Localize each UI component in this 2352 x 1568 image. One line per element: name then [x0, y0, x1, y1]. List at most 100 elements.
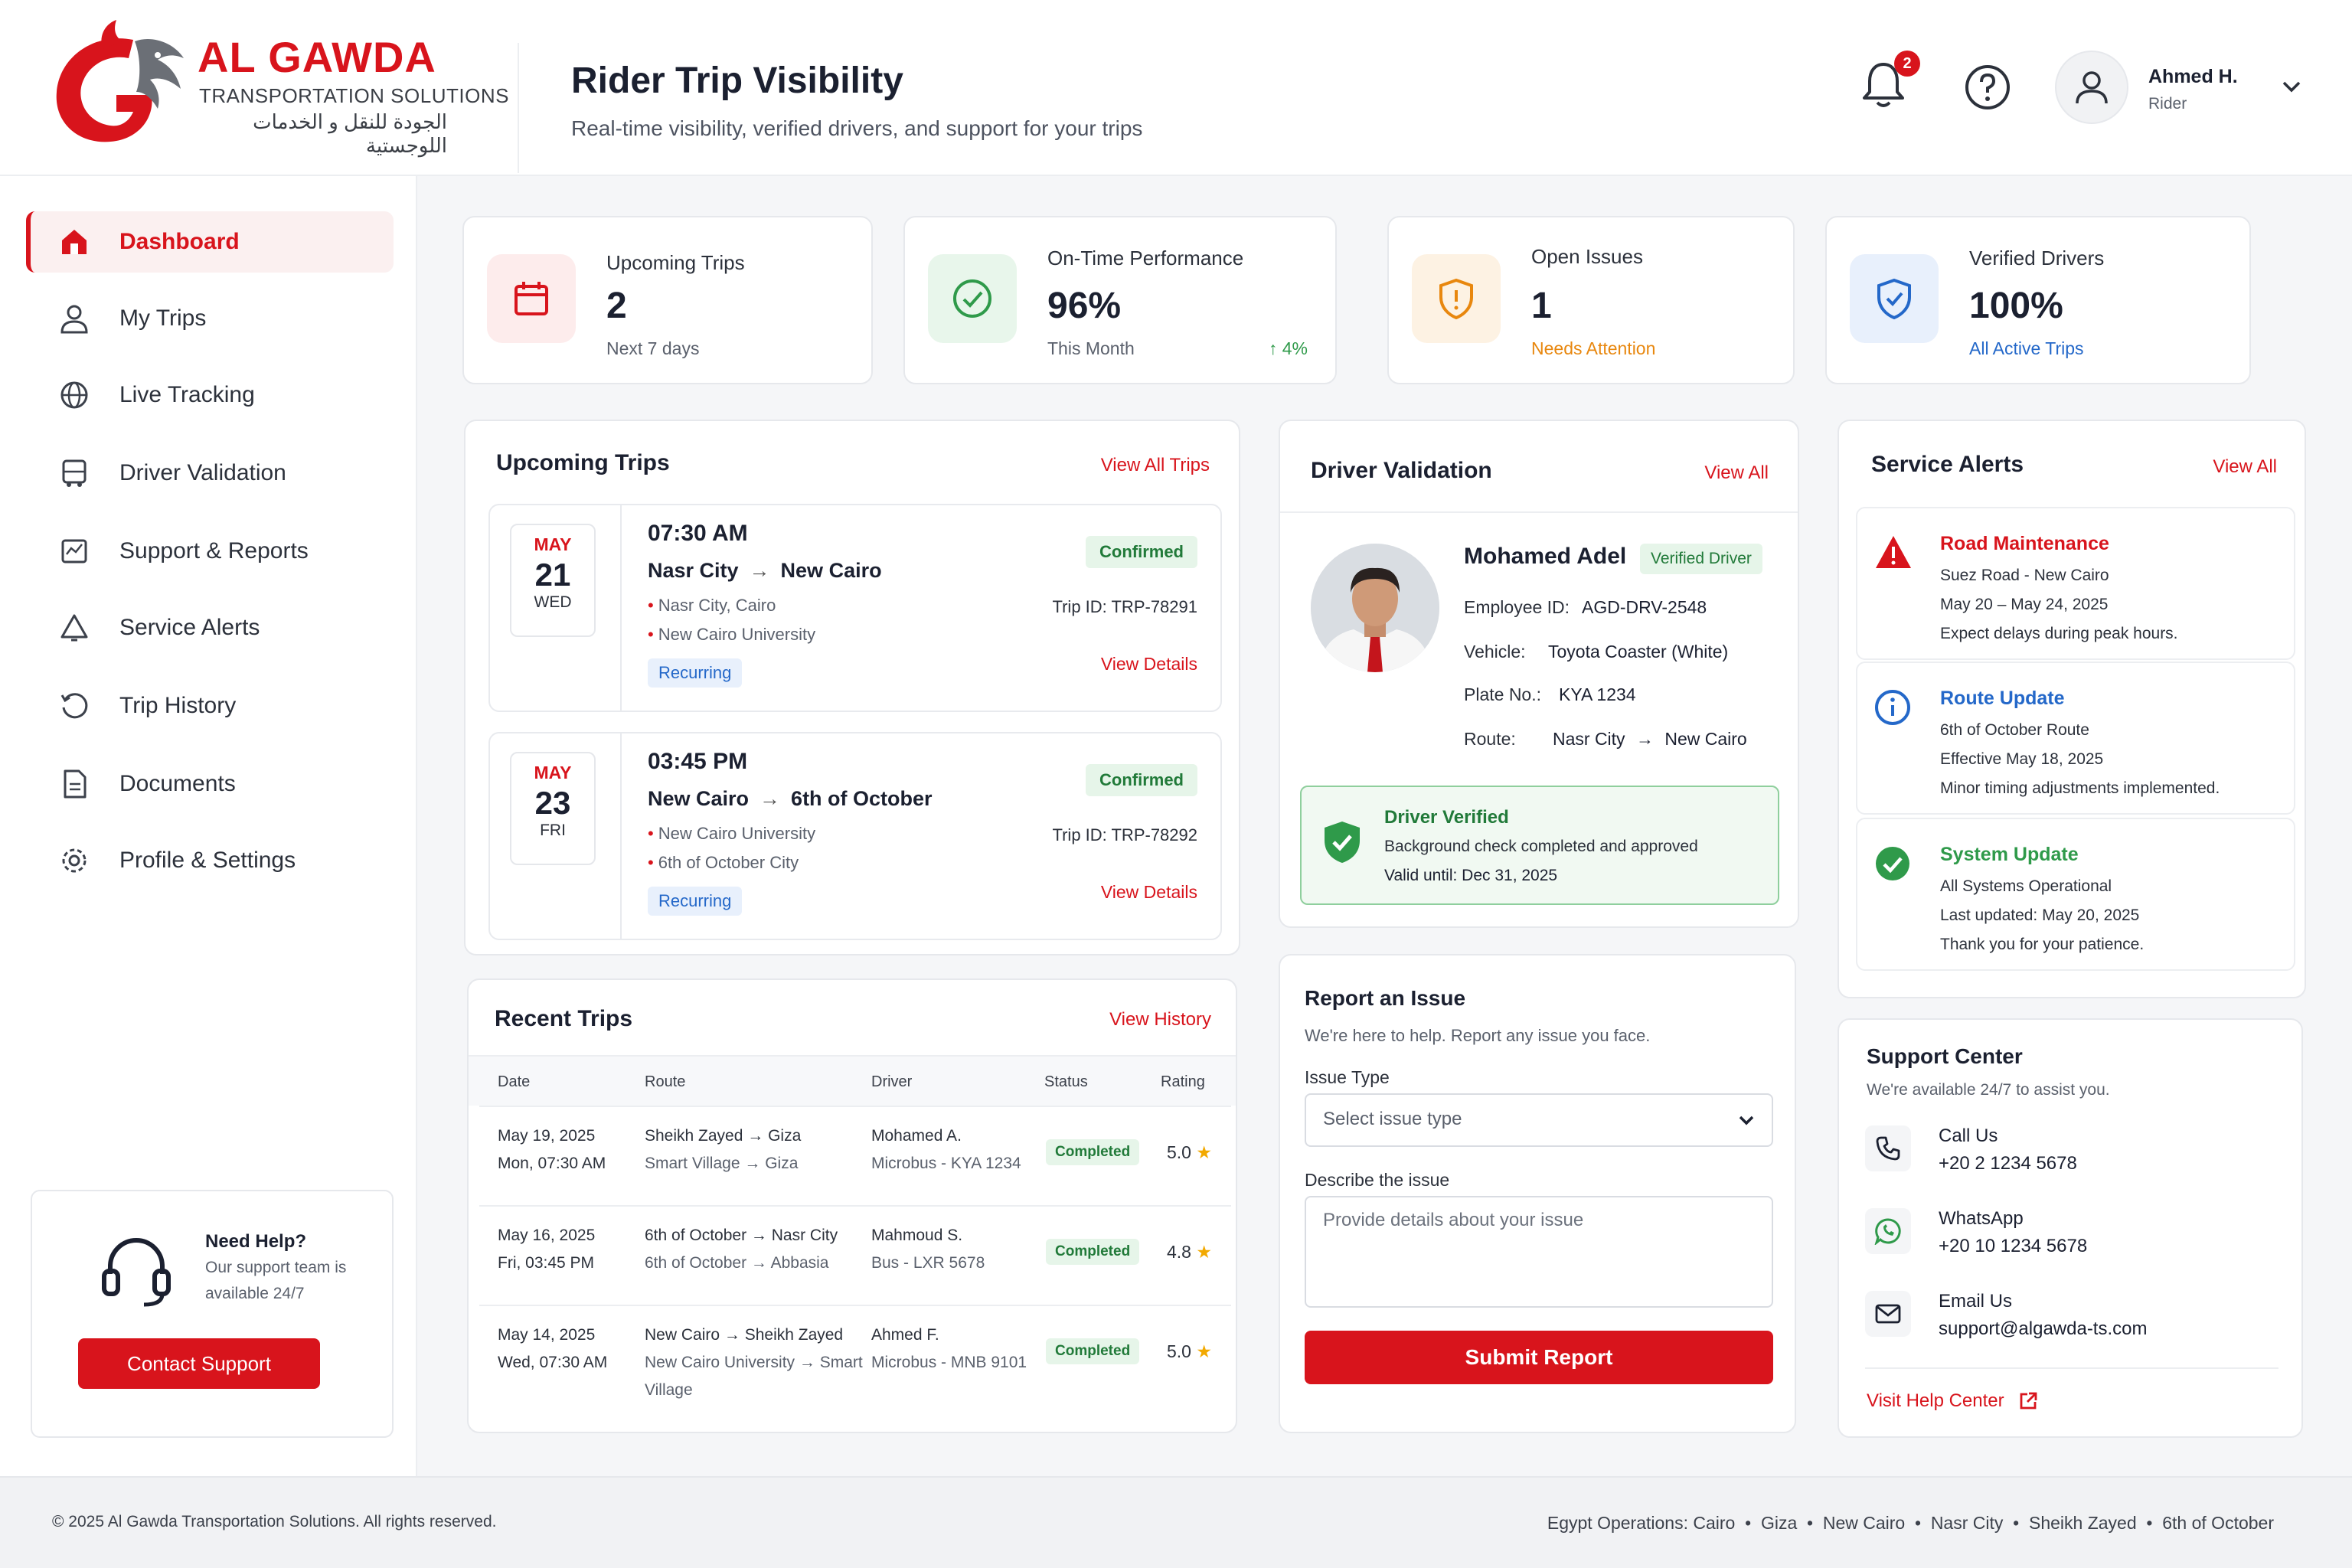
- stat-card-on-time: On-Time Performance 96% This Month ↑ 4%: [903, 216, 1337, 384]
- rating: 4.8 ★: [1167, 1242, 1212, 1262]
- route-line: 6th of October → Nasr City: [645, 1227, 838, 1244]
- trip-card[interactable]: MAY 23 FRI 03:45 PM New Cairo → 6th of Oct…: [488, 732, 1222, 940]
- help-title: Need Help?: [205, 1231, 307, 1252]
- sidebar-item-dashboard[interactable]: Dashboard: [26, 211, 394, 273]
- stat-note-link[interactable]: All Active Trips: [1969, 338, 2084, 358]
- shield-alert-icon: [1412, 254, 1501, 343]
- view-details-link[interactable]: View Details: [1100, 654, 1197, 674]
- help-icon: [1965, 64, 2011, 110]
- whatsapp-number: +20 10 1234 5678: [1939, 1236, 2088, 1256]
- page-subtitle: Real-time visibility, verified drivers, …: [571, 116, 1143, 140]
- sidebar-item-trip-history[interactable]: Trip History: [26, 675, 394, 737]
- trip-time: 07:30 AM: [648, 521, 748, 546]
- gear-icon: [55, 841, 93, 880]
- stat-card-open-issues: Open Issues 1 Needs Attention: [1387, 216, 1795, 384]
- status-badge: Completed: [1046, 1239, 1140, 1265]
- trip-date: May 19, 2025: [498, 1127, 596, 1145]
- divider: [620, 733, 622, 939]
- card-title: Upcoming Trips: [496, 450, 670, 475]
- brand-logo[interactable]: [43, 18, 188, 149]
- sidebar-item-driver-validation[interactable]: Driver Validation: [26, 443, 394, 504]
- driver-validation-card: Driver Validation View All Mohamed Adel …: [1279, 420, 1799, 928]
- sidebar-item-label: Service Alerts: [119, 615, 260, 640]
- alert-line: Thank you for your patience.: [1940, 936, 2145, 953]
- recurring-badge: Recurring: [648, 887, 743, 916]
- stat-note-warning[interactable]: Needs Attention: [1531, 338, 1656, 358]
- alert-item[interactable]: System Update All Systems Operational La…: [1856, 818, 2295, 971]
- route-cell: 6th of October → Nasr City 6th of October…: [645, 1222, 838, 1277]
- view-all-trips-link[interactable]: View All Trips: [1100, 455, 1210, 475]
- alert-item[interactable]: Road Maintenance Suez Road - New Cairo M…: [1856, 507, 2295, 660]
- view-details-link[interactable]: View Details: [1100, 882, 1197, 902]
- driver-name: Mahmoud S.: [871, 1227, 963, 1244]
- support-subtitle: We're available 24/7 to assist you.: [1867, 1081, 2110, 1099]
- trip-weekday: WED: [534, 593, 572, 611]
- sidebar-item-label: My Trips: [119, 305, 207, 331]
- chevron-down-icon: [1738, 1115, 1755, 1127]
- plate-label: Plate No.:: [1464, 684, 1541, 704]
- table-row[interactable]: May 16, 2025 Fri, 03:45 PM 6th of October…: [479, 1205, 1231, 1303]
- issue-type-select[interactable]: Select issue type: [1305, 1093, 1773, 1147]
- stat-card-upcoming-trips: Upcoming Trips 2 Next 7 days: [462, 216, 873, 384]
- sidebar-item-documents[interactable]: Documents: [26, 753, 394, 815]
- trip-card[interactable]: MAY 21 WED 07:30 AM Nasr City → New Cairo …: [488, 504, 1222, 712]
- trip-id: Trip ID: TRP-78292: [1052, 825, 1197, 844]
- vehicle-label: Vehicle:: [1464, 642, 1526, 662]
- trip-date: May 16, 2025: [498, 1227, 596, 1244]
- page-title: Rider Trip Visibility: [571, 60, 903, 101]
- headset-icon: [98, 1233, 175, 1309]
- submit-report-button[interactable]: Submit Report: [1305, 1331, 1773, 1384]
- bell-icon: [1860, 60, 1914, 110]
- issue-description-field[interactable]: Provide details about your issue: [1305, 1196, 1773, 1308]
- warning-icon: [1874, 534, 1913, 570]
- help-button[interactable]: [1965, 64, 2011, 110]
- sidebar-item-my-trips[interactable]: My Trips: [26, 288, 394, 349]
- trip-date: May 14, 2025: [498, 1326, 596, 1344]
- bus-icon: [55, 454, 93, 492]
- table-row[interactable]: May 14, 2025 Wed, 07:30 AM New Cairo → Sh…: [479, 1305, 1231, 1419]
- sidebar-item-support-reports[interactable]: Support & Reports: [26, 521, 394, 582]
- user-name: Ahmed H.: [2148, 66, 2238, 87]
- notifications-button[interactable]: 2: [1860, 51, 1920, 113]
- trip-time: Mon, 07:30 AM: [498, 1155, 606, 1172]
- trip-id: Trip ID: TRP-78291: [1052, 597, 1197, 616]
- description-label: Describe the issue: [1305, 1170, 1450, 1190]
- mail-icon: [1865, 1291, 1911, 1337]
- external-link-icon: [2018, 1391, 2038, 1411]
- alert-line: All Systems Operational: [1940, 877, 2112, 895]
- visit-help-center-link[interactable]: Visit Help Center: [1867, 1390, 2038, 1412]
- history-icon: [55, 687, 93, 725]
- contact-support-button[interactable]: Contact Support: [78, 1338, 320, 1389]
- employee-id-label: Employee ID:: [1464, 597, 1570, 617]
- trip-from: Nasr City: [648, 559, 739, 582]
- divider: [1865, 1367, 2278, 1369]
- vehicle: Bus - LXR 5678: [871, 1254, 985, 1272]
- view-all-drivers-link[interactable]: View All: [1704, 462, 1769, 483]
- report-issue-card: Report an Issue We're here to help. Repo…: [1279, 954, 1796, 1433]
- driver-name: Mohamed Adel: [1464, 544, 1627, 569]
- sidebar-item-live-tracking[interactable]: Live Tracking: [26, 364, 394, 426]
- alert-title: Road Maintenance: [1940, 533, 2109, 554]
- header-divider: [518, 43, 519, 173]
- sidebar-item-service-alerts[interactable]: Service Alerts: [26, 597, 394, 658]
- sidebar-item-profile-settings[interactable]: Profile & Settings: [26, 830, 394, 891]
- user-menu[interactable]: Ahmed H. Rider: [2055, 51, 2308, 127]
- view-all-alerts-link[interactable]: View All: [2213, 456, 2277, 477]
- sidebar-item-label: Dashboard: [119, 229, 240, 254]
- alert-item[interactable]: Route Update 6th of October Route Effect…: [1856, 662, 2295, 815]
- status-badge: Confirmed: [1086, 764, 1197, 796]
- table-header: Date Route Driver Status Rating: [469, 1055, 1236, 1106]
- stat-note: Next 7 days: [606, 338, 700, 358]
- chevron-down-icon[interactable]: [2282, 80, 2301, 93]
- stat-value: 100%: [1969, 286, 2063, 326]
- table-row[interactable]: May 19, 2025 Mon, 07:30 AM Sheikh Zayed →…: [479, 1106, 1231, 1204]
- help-text-line1: Our support team is: [205, 1259, 347, 1276]
- info-icon: [1874, 689, 1911, 726]
- brand-name: AL GAWDA: [198, 33, 436, 81]
- view-history-link[interactable]: View History: [1109, 1009, 1211, 1030]
- status-badge: Completed: [1046, 1338, 1140, 1364]
- user-icon: [2073, 68, 2111, 106]
- bell-icon: [55, 609, 93, 647]
- trip-date-cell: May 14, 2025 Wed, 07:30 AM: [498, 1321, 607, 1377]
- recurring-badge: Recurring: [648, 658, 743, 688]
